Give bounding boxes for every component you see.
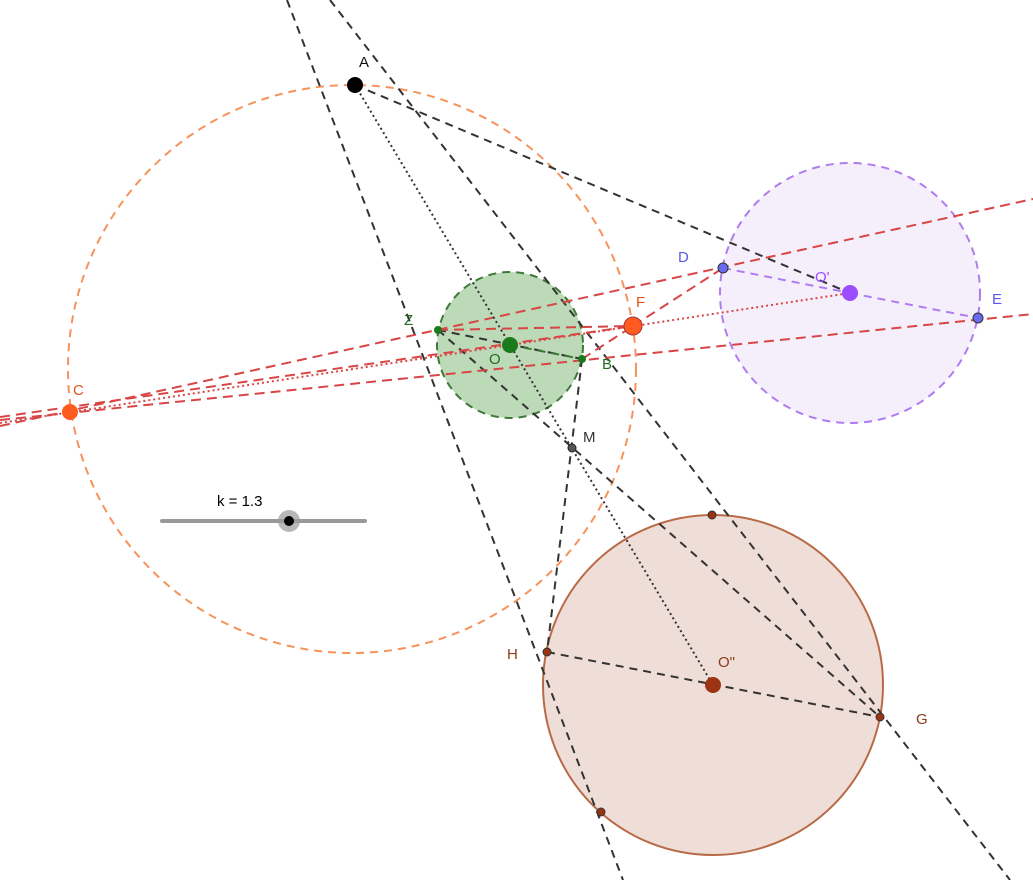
- point-G[interactable]: [875, 712, 885, 722]
- radius-O-prime-D[interactable]: [722, 267, 851, 294]
- label-G: G: [916, 711, 928, 728]
- point-B[interactable]: [578, 355, 586, 363]
- label-O-prime: O': [815, 269, 830, 286]
- points: [62, 77, 984, 817]
- slider-label: k = 1.3: [217, 493, 262, 510]
- line-C-to-O-prime-dotted[interactable]: [0, 292, 851, 424]
- point-F[interactable]: [623, 316, 643, 336]
- line-A-to-O-double-prime-dotted[interactable]: [354, 84, 714, 686]
- line-B-to-F[interactable]: [581, 325, 634, 360]
- line-F-to-D[interactable]: [632, 267, 724, 327]
- point-tangent-lower[interactable]: [596, 807, 606, 817]
- label-F: F: [636, 294, 645, 311]
- line-B-to-H[interactable]: [546, 358, 583, 653]
- label-B: B: [602, 356, 612, 373]
- line-A-to-O-prime[interactable]: [354, 84, 851, 294]
- violet-radii: [722, 267, 979, 319]
- point-O-double-prime[interactable]: [705, 677, 721, 693]
- line-A-tangent-left[interactable]: [286, 0, 624, 880]
- point-D[interactable]: [717, 262, 729, 274]
- slider-k[interactable]: k = 1.3: [160, 493, 367, 532]
- point-tangent-upper[interactable]: [707, 510, 717, 520]
- point-O[interactable]: [502, 337, 518, 353]
- radius-O-prime-E[interactable]: [849, 292, 979, 319]
- line-C-through-Z[interactable]: [0, 325, 634, 418]
- slider-handle[interactable]: [284, 516, 294, 526]
- point-M[interactable]: [567, 443, 577, 453]
- point-Z[interactable]: [434, 326, 442, 334]
- line-C-through-E[interactable]: [0, 313, 1033, 421]
- label-O-double-prime: O": [718, 654, 735, 671]
- point-O-prime[interactable]: [842, 285, 858, 301]
- label-A: A: [359, 54, 369, 71]
- label-E: E: [992, 291, 1002, 308]
- label-D: D: [678, 249, 689, 266]
- point-E[interactable]: [972, 312, 984, 324]
- point-C[interactable]: [62, 404, 78, 420]
- line-C-through-D[interactable]: [0, 198, 1033, 427]
- label-O: O: [489, 351, 501, 368]
- label-H: H: [507, 646, 518, 663]
- line-F-to-E[interactable]: [437, 325, 634, 331]
- point-H[interactable]: [542, 647, 552, 657]
- label-M: M: [583, 429, 596, 446]
- point-A[interactable]: [347, 77, 363, 93]
- red-dashed-lines: [0, 198, 1033, 427]
- label-Z: Z: [404, 312, 413, 329]
- label-C: C: [73, 382, 84, 399]
- line-A-tangent-right[interactable]: [329, 0, 1011, 880]
- green-radius-O-B[interactable]: [509, 344, 583, 360]
- point-labels: A C F Z O B D E O' M H O" G: [73, 54, 1002, 728]
